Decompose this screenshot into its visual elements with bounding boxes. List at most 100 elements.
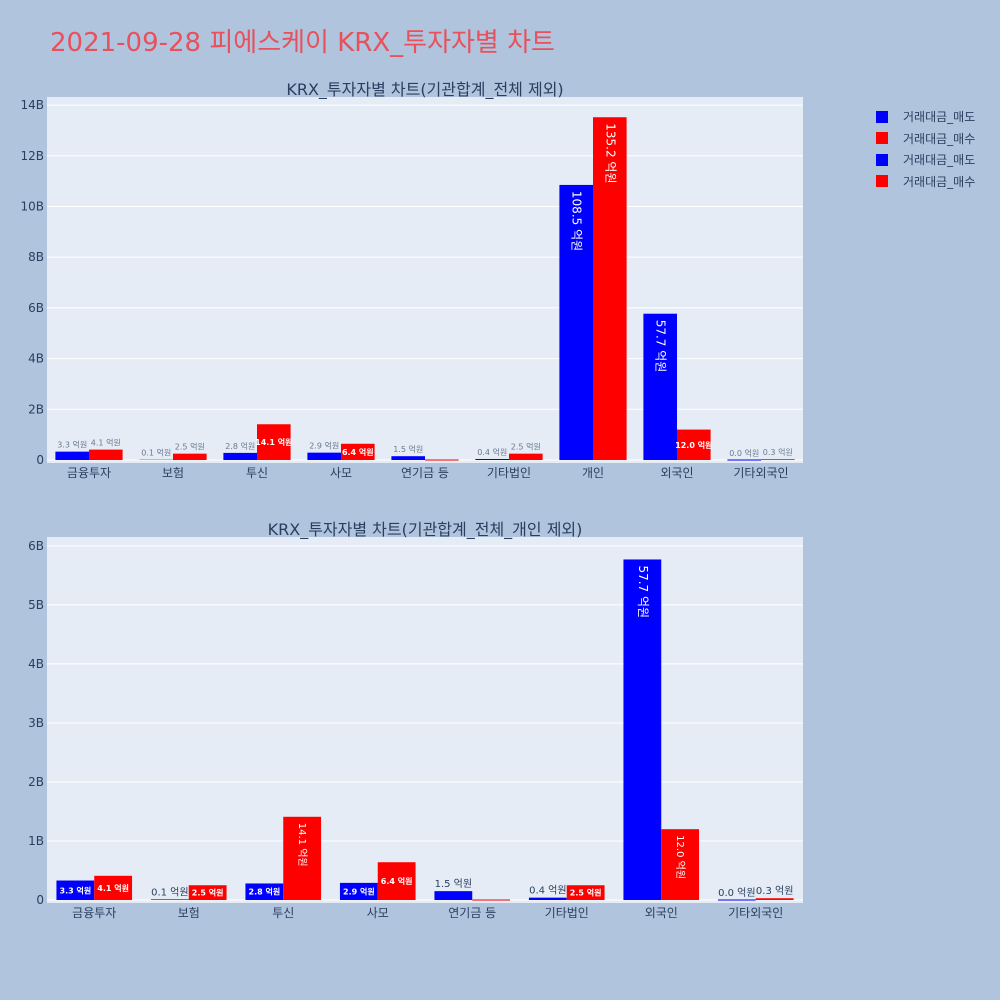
chart1-sell-bar	[727, 459, 761, 461]
chart2-buy-bar	[377, 862, 416, 900]
chart1-sell-bar	[559, 184, 593, 461]
chart1-buy-bar	[173, 453, 207, 460]
chart1-buy-data-label: 2.5 억원	[175, 442, 205, 452]
chart1-sell-bar	[307, 452, 341, 460]
chart1-sell-bar	[475, 458, 509, 460]
chart2-sell-bar	[623, 559, 662, 900]
chart1-sell-data-label: 1.5 억원	[393, 444, 423, 454]
legend-item-sell-1[interactable]: 거래대금_매도	[876, 106, 975, 128]
legend-swatch-icon	[876, 153, 888, 166]
chart2-y-tick-label: 1B	[28, 834, 44, 848]
chart2-x-tick-label: 보험	[178, 906, 200, 920]
legend-swatch-icon	[876, 132, 888, 145]
chart2-buy-data-label: 2.5 억원	[570, 888, 602, 898]
chart1-buy-data-label: 12.0 억원	[675, 440, 712, 450]
chart1-title: KRX_투자자별 차트(기관합계_전체 제외)	[286, 80, 563, 100]
legend-swatch-icon	[876, 110, 888, 123]
chart2-buy-bar	[661, 829, 700, 900]
legend-swatch-icon	[876, 175, 888, 188]
chart1-sell-data-label: 0.1 억원	[141, 448, 171, 458]
chart2-buy-bar	[188, 885, 227, 900]
chart1-buy-data-label: 14.1 억원	[255, 437, 292, 447]
chart2-sell-bar	[434, 891, 473, 900]
legend-item-buy-2[interactable]: 거래대금_매수	[876, 171, 975, 193]
chart2-x-tick-label: 기타외국인	[728, 906, 783, 920]
chart1-sell-data-label: 0.4 억원	[477, 447, 507, 457]
chart1-x-tick-label: 연기금 등	[401, 466, 449, 480]
chart2-buy-data-label: 6.4 억원	[381, 876, 413, 886]
chart1-buy-bar	[509, 453, 543, 460]
chart1-x-tick-label: 기타외국인	[733, 466, 788, 480]
chart2-buy-data-label: 2.5 억원	[192, 888, 224, 898]
chart2-title: KRX_투자자별 차트(기관합계_전체_개인 제외)	[268, 520, 583, 540]
chart1-y-tick-label: 6B	[28, 301, 44, 315]
chart1-sell-bar	[55, 451, 89, 460]
chart1-sell-bar	[223, 452, 257, 460]
chart2-buy-data-label: 0.3 억원	[756, 885, 793, 897]
chart1-buy-data-label: 0.3 억원	[763, 447, 793, 457]
chart1-buy-bar	[677, 429, 711, 460]
chart1-x-tick-label: 개인	[582, 466, 604, 480]
chart1-sell-bar	[391, 456, 425, 460]
chart1-y-tick-label: 8B	[28, 250, 44, 264]
chart2-buy-data-label: 12.0 억원	[674, 835, 686, 879]
chart2-sell-bar	[245, 883, 284, 900]
chart2-x-tick-label: 연기금 등	[448, 906, 496, 920]
chart1-y-tick-label: 10B	[20, 199, 44, 213]
chart1-x-tick-label: 기타법인	[487, 466, 531, 480]
chart1-y-tick-label: 0	[36, 453, 44, 467]
chart2-x-tick-label: 투신	[272, 906, 294, 920]
chart1-sell-data-label: 57.7 억원	[654, 320, 668, 373]
chart1-buy-data-label: 135.2 억원	[603, 123, 617, 183]
chart2-y-tick-label: 4B	[28, 657, 44, 671]
chart1-buy-bar	[593, 117, 627, 460]
chart1-buy-bar	[761, 459, 795, 460]
legend-item-buy-1[interactable]: 거래대금_매수	[876, 128, 975, 150]
chart1-sell-data-label: 2.8 억원	[225, 441, 255, 451]
chart2-y-tick-label: 6B	[28, 539, 44, 553]
chart2-sell-bar	[56, 880, 95, 900]
chart1-x-tick-label: 금융투자	[67, 466, 111, 480]
chart1-buy-bar	[425, 459, 459, 461]
chart2-sell-data-label: 0.4 억원	[529, 885, 566, 897]
chart1-y-tick-label: 12B	[20, 149, 44, 163]
chart1-buy-data-label: 2.5 억원	[511, 442, 541, 452]
legend-label: 거래대금_매수	[903, 174, 976, 189]
chart2-sell-bar	[339, 882, 378, 900]
chart1-buy-bar	[257, 424, 291, 460]
chart2-buy-bar	[472, 899, 511, 901]
chart1-y-tick-label: 2B	[28, 402, 44, 416]
chart1-buy-data-label: 4.1 억원	[91, 438, 121, 448]
chart2-y-tick-label: 0	[36, 893, 44, 907]
chart2-sell-data-label: 1.5 억원	[435, 878, 472, 890]
chart2-sell-bar	[528, 897, 567, 900]
chart2-sell-data-label: 3.3 억원	[60, 885, 92, 895]
chart2-x-tick-label: 사모	[367, 906, 389, 920]
chart1-x-tick-label: 사모	[330, 466, 352, 480]
chart1-y-tick-label: 4B	[28, 352, 44, 366]
chart2-x-tick-label: 외국인	[645, 906, 678, 920]
chart2-buy-bar	[566, 885, 605, 900]
chart2-buy-bar	[755, 898, 794, 900]
page-title: 2021-09-28 피에스케이 KRX_투자자별 차트	[50, 28, 555, 58]
chart2-sell-data-label: 0.1 억원	[151, 886, 188, 898]
chart2-buy-bar	[94, 875, 133, 900]
chart1-sell-data-label: 3.3 억원	[57, 440, 87, 450]
chart2-buy-data-label: 14.1 억원	[296, 823, 308, 867]
chart2-buy-bar	[283, 816, 322, 900]
legend-item-sell-2[interactable]: 거래대금_매도	[876, 149, 975, 171]
chart1-x-tick-label: 보험	[162, 466, 184, 480]
chart1-x-tick-label: 외국인	[660, 466, 693, 480]
chart1-buy-bar	[89, 449, 123, 460]
chart2-x-tick-label: 기타법인	[545, 906, 589, 920]
chart1-y-tick-label: 14B	[20, 98, 44, 112]
chart2-buy-data-label: 4.1 억원	[97, 883, 129, 893]
chart2-sell-data-label: 2.9 억원	[343, 886, 375, 896]
chart2-sell-data-label: 0.0 억원	[718, 887, 755, 899]
legend-label: 거래대금_매도	[903, 110, 976, 125]
legend[interactable]: 거래대금_매도 거래대금_매수 거래대금_매도 거래대금_매수	[876, 106, 975, 192]
chart1-buy-bar	[341, 443, 375, 460]
chart1-sell-data-label: 108.5 억원	[570, 191, 584, 251]
legend-label: 거래대금_매도	[903, 153, 976, 168]
